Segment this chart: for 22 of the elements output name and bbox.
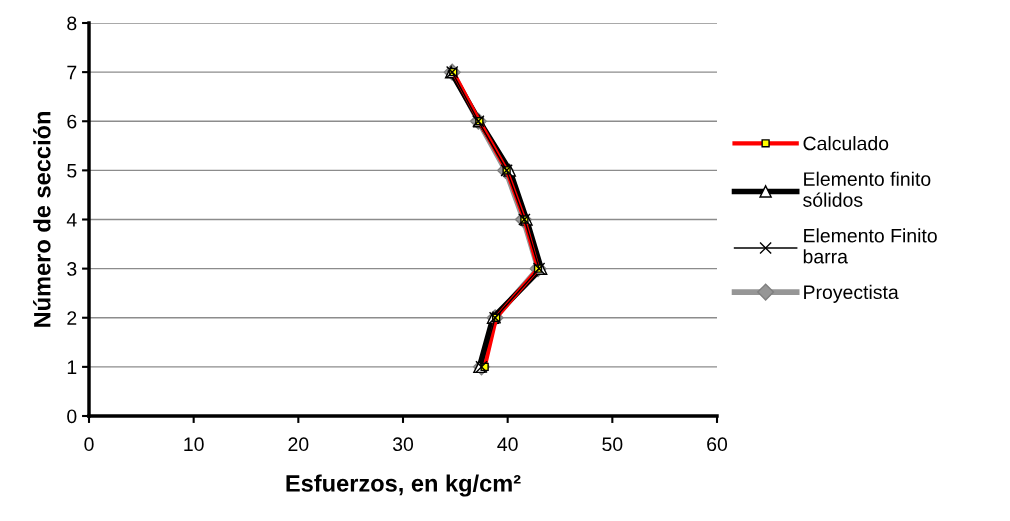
x-tick-label: 60 [707, 437, 728, 452]
y-tick-label: 7 [67, 65, 77, 80]
y-tick-label: 1 [67, 360, 77, 374]
legend-label: Elemento Finito barra [803, 228, 937, 264]
y-tick-label: 0 [67, 409, 77, 424]
y-tick-label: 4 [66, 213, 77, 227]
y-tick-label: 6 [67, 114, 77, 129]
legend-label: Calculado [803, 136, 889, 151]
y-tick-label: 8 [67, 16, 77, 31]
x-tick-label: 40 [497, 437, 518, 452]
x-tick-label: 10 [184, 437, 204, 452]
y-tick-label: 2 [67, 311, 77, 325]
x-tick-label: 20 [288, 437, 309, 452]
y-axis-title: Número de sección [33, 112, 51, 327]
y-tick-label: 5 [67, 164, 77, 178]
x-axis-title: Esfuerzos, en kg/cm² [286, 474, 521, 497]
legend-label: Proyectista [804, 284, 899, 303]
x-tick-label: 50 [602, 437, 623, 452]
y-tick-label: 3 [67, 262, 77, 276]
x-tick-label: 0 [84, 437, 94, 452]
x-tick-label: 30 [392, 437, 414, 452]
legend-label: Elemento finito sólidos [803, 171, 931, 207]
